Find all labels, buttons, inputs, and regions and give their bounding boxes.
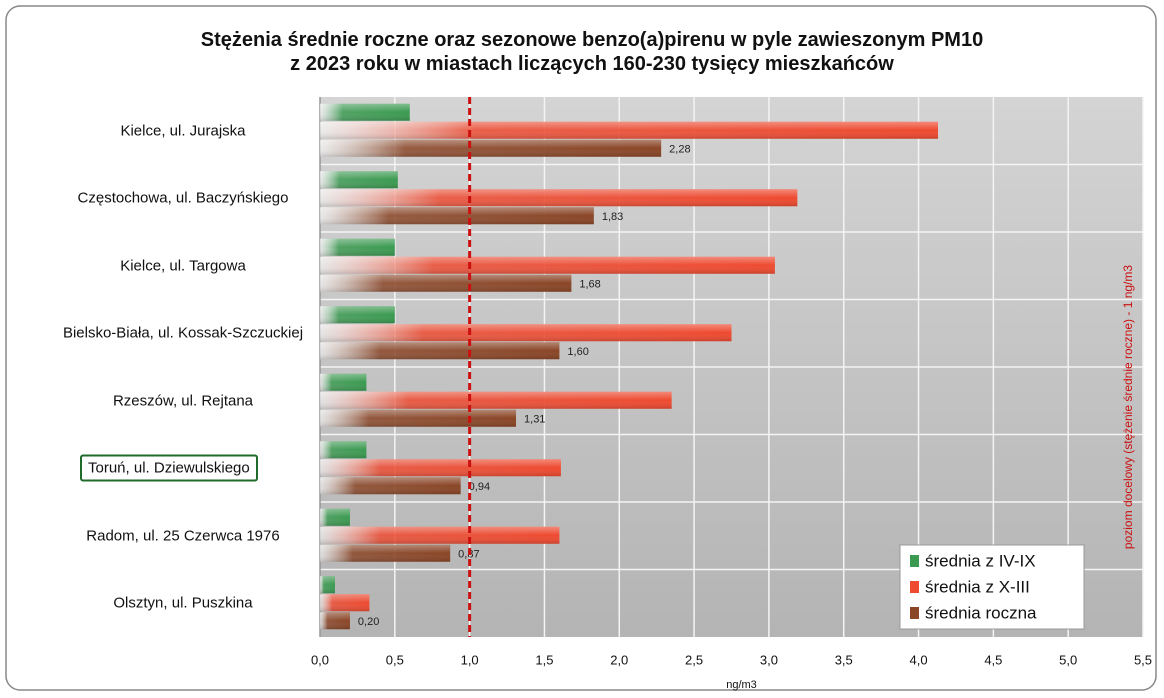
bar xyxy=(320,306,395,324)
bar xyxy=(320,526,560,544)
data-label: 2,28 xyxy=(669,144,690,156)
x-tick-label: 4,0 xyxy=(910,652,928,667)
bar xyxy=(320,508,350,526)
data-label: 0,94 xyxy=(469,481,490,493)
bar xyxy=(320,189,798,207)
y-tick-label: Radom, ul. 25 Czerwca 1976 xyxy=(86,527,280,545)
x-tick-label: 4,5 xyxy=(984,652,1002,667)
bar xyxy=(320,373,367,391)
bar xyxy=(320,121,938,139)
x-tick-label: 5,0 xyxy=(1059,652,1077,667)
y-tick-label: Rzeszów, ul. Rejtana xyxy=(112,392,254,410)
bar xyxy=(320,441,367,459)
legend-label: średnia roczna xyxy=(925,603,1037,622)
x-tick-label: 3,0 xyxy=(760,652,778,667)
bar xyxy=(320,594,370,612)
legend-label: średnia z IV-IX xyxy=(925,551,1036,570)
bar xyxy=(320,576,335,594)
bar xyxy=(320,238,395,256)
x-tick-label: 0,5 xyxy=(386,652,404,667)
y-tick-label: Olsztyn, ul. Puszkina xyxy=(113,594,253,612)
bar xyxy=(320,139,662,157)
bar xyxy=(320,342,560,360)
bar xyxy=(320,256,775,274)
bar xyxy=(320,274,572,292)
x-tick-label: 1,5 xyxy=(535,652,553,667)
bar xyxy=(320,391,672,409)
bar xyxy=(320,207,594,225)
x-tick-label: 1,0 xyxy=(461,652,479,667)
bar xyxy=(320,171,398,189)
data-label: 1,68 xyxy=(579,279,600,291)
bar xyxy=(320,612,350,630)
legend-swatch xyxy=(910,607,919,619)
data-label: 0,20 xyxy=(358,616,379,628)
x-tick-label: 3,5 xyxy=(835,652,853,667)
data-label: 1,83 xyxy=(602,211,623,223)
bar xyxy=(320,409,517,427)
legend xyxy=(899,544,1085,630)
bar xyxy=(320,477,461,495)
legend-swatch xyxy=(910,581,919,593)
data-label: 1,60 xyxy=(567,346,588,358)
x-tick-label: 2,5 xyxy=(685,652,703,667)
y-tick-label: Toruń, ul. Dziewulskiego xyxy=(80,454,258,482)
legend-label: średnia z X-III xyxy=(925,577,1030,596)
x-tick-label: 5,5 xyxy=(1134,652,1152,667)
title-line: z 2023 roku w miastach liczących 160-230… xyxy=(290,53,894,75)
title-line: Stężenia średnie roczne oraz sezonowe be… xyxy=(200,29,984,51)
chart-title: Stężenia średnie roczne oraz sezonowe be… xyxy=(0,28,1164,76)
data-label: 1,31 xyxy=(524,414,545,426)
x-tick-label: 0,0 xyxy=(311,652,329,667)
bar xyxy=(320,103,410,121)
target-label: poziom docelowy (stężenie średnie roczne… xyxy=(1121,265,1135,549)
legend-swatch xyxy=(910,555,919,567)
y-tick-label: Częstochowa, ul. Baczyńskiego xyxy=(77,189,289,207)
x-axis-label: ng/m3 xyxy=(726,679,757,691)
bar xyxy=(320,324,732,342)
x-tick-label: 2,0 xyxy=(610,652,628,667)
y-tick-label: Kielce, ul. Targowa xyxy=(120,257,246,275)
bar xyxy=(320,544,451,562)
bar xyxy=(320,459,561,477)
y-tick-label: Kielce, ul. Jurajska xyxy=(120,122,246,140)
y-tick-label: Bielsko-Biała, ul. Kossak-Szczuckiej xyxy=(62,324,304,342)
